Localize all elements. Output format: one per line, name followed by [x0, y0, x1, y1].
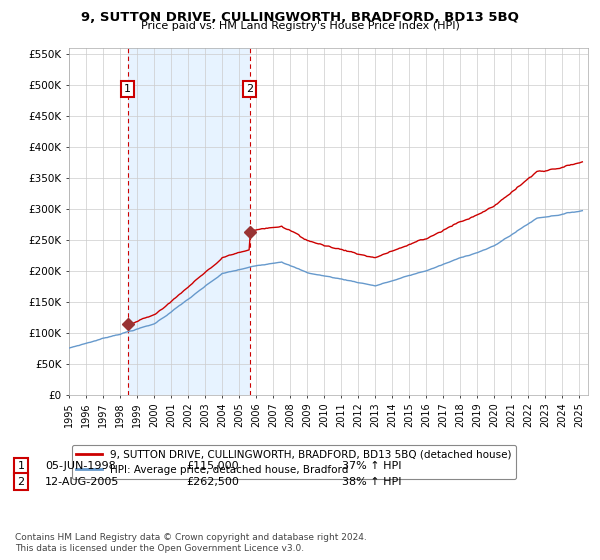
Text: Contains HM Land Registry data © Crown copyright and database right 2024.
This d: Contains HM Land Registry data © Crown c… [15, 533, 367, 553]
Text: 37% ↑ HPI: 37% ↑ HPI [342, 461, 401, 472]
Legend: 9, SUTTON DRIVE, CULLINGWORTH, BRADFORD, BD13 5BQ (detached house), HPI: Average: 9, SUTTON DRIVE, CULLINGWORTH, BRADFORD,… [71, 445, 516, 479]
Text: 1: 1 [17, 461, 25, 472]
Text: 38% ↑ HPI: 38% ↑ HPI [342, 477, 401, 487]
Text: 9, SUTTON DRIVE, CULLINGWORTH, BRADFORD, BD13 5BQ: 9, SUTTON DRIVE, CULLINGWORTH, BRADFORD,… [81, 11, 519, 24]
Text: £115,000: £115,000 [186, 461, 239, 472]
Text: Price paid vs. HM Land Registry's House Price Index (HPI): Price paid vs. HM Land Registry's House … [140, 21, 460, 31]
Text: 2: 2 [17, 477, 25, 487]
Text: 05-JUN-1998: 05-JUN-1998 [45, 461, 116, 472]
Text: 2: 2 [246, 84, 253, 94]
Text: £262,500: £262,500 [186, 477, 239, 487]
Bar [128, 48, 250, 395]
Text: 1: 1 [124, 84, 131, 94]
Text: 12-AUG-2005: 12-AUG-2005 [45, 477, 119, 487]
